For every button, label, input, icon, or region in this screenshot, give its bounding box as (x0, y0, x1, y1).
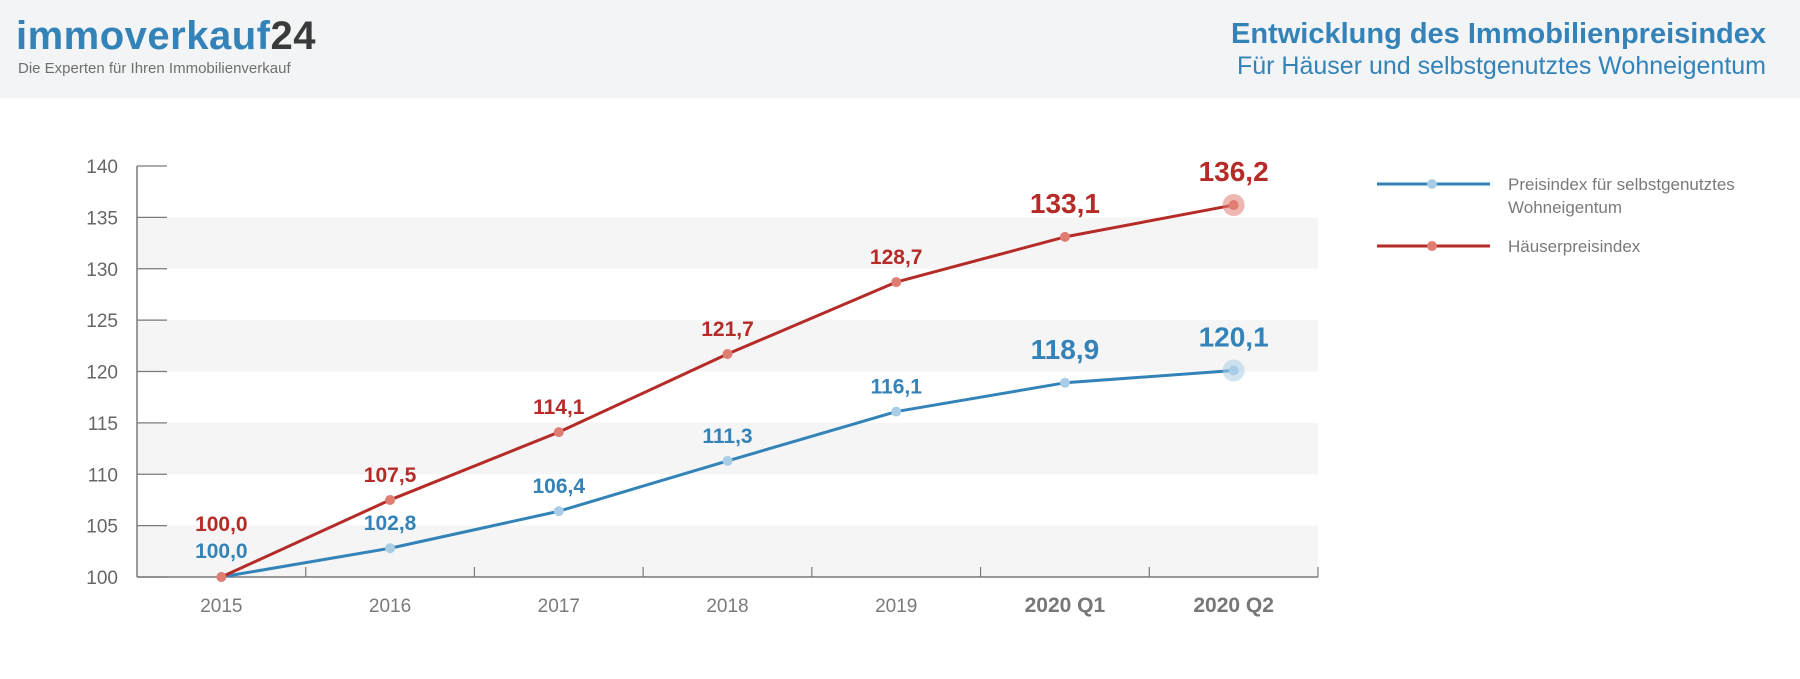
y-tick-label: 125 (86, 311, 118, 332)
grid-band (137, 320, 1318, 372)
data-label: 114,1 (533, 396, 585, 419)
header-bar: immoverkauf24 Die Experten für Ihren Imm… (0, 0, 1800, 98)
data-label: 107,5 (364, 464, 417, 487)
x-tick-label: 2019 (875, 596, 917, 617)
x-tick-label: 2017 (538, 596, 580, 617)
data-label: 116,1 (871, 376, 923, 399)
y-tick-label: 100 (86, 568, 118, 589)
data-point (385, 494, 396, 505)
grid-band (137, 525, 1318, 577)
data-point (891, 277, 902, 288)
y-tick-label: 130 (86, 260, 118, 281)
y-tick-label: 140 (86, 157, 118, 178)
y-tick-label: 105 (86, 517, 118, 538)
data-label: 106,4 (533, 475, 586, 498)
data-point (722, 349, 733, 360)
data-label: 133,1 (1030, 188, 1100, 219)
brand-logo[interactable]: immoverkauf24 (16, 14, 316, 59)
data-point (385, 543, 396, 554)
x-tick-label: 2020 Q2 (1193, 594, 1274, 617)
legend-label: Wohneigentum (1508, 198, 1622, 217)
legend-label: Preisindex für selbstgenutztes (1508, 175, 1735, 194)
legend-marker (1427, 179, 1437, 189)
data-label: 102,8 (364, 512, 417, 535)
data-point (553, 427, 564, 438)
data-point (891, 406, 902, 417)
data-point (1228, 200, 1239, 211)
chart-subtitle: Für Häuser und selbstgenutztes Wohneigen… (1236, 52, 1766, 80)
data-label: 100,0 (195, 513, 248, 536)
data-label: 128,7 (870, 246, 923, 269)
x-tick-label: 2020 Q1 (1025, 594, 1106, 617)
legend-marker (1427, 241, 1437, 251)
y-tick-label: 120 (86, 363, 118, 384)
y-tick-label: 135 (86, 208, 118, 229)
data-label: 121,7 (701, 318, 754, 341)
y-tick-label: 110 (88, 465, 118, 486)
data-point (553, 506, 564, 517)
data-label: 118,9 (1031, 334, 1100, 365)
data-label: 100,0 (195, 540, 248, 563)
x-tick-label: 2016 (369, 596, 411, 617)
brand-name-accent: 24 (270, 14, 316, 58)
data-point (722, 455, 733, 466)
legend-label: Häuserpreisindex (1508, 237, 1641, 256)
chart-title: Entwicklung des Immobilienpreisindex (1231, 18, 1766, 50)
y-tick-label: 115 (88, 414, 118, 435)
x-tick-label: 2015 (200, 596, 242, 617)
data-point (1228, 365, 1239, 376)
x-tick-label: 2018 (706, 596, 748, 617)
data-label: 136,2 (1199, 156, 1269, 187)
brand-name: immoverkauf (16, 14, 271, 58)
data-label: 120,1 (1199, 321, 1269, 352)
data-point (1059, 377, 1070, 388)
grid-band (137, 217, 1318, 269)
data-point (216, 572, 227, 582)
data-point (1059, 231, 1070, 242)
data-label: 111,3 (702, 425, 752, 448)
brand-tagline: Die Experten für Ihren Immobilienverkauf (18, 60, 291, 77)
